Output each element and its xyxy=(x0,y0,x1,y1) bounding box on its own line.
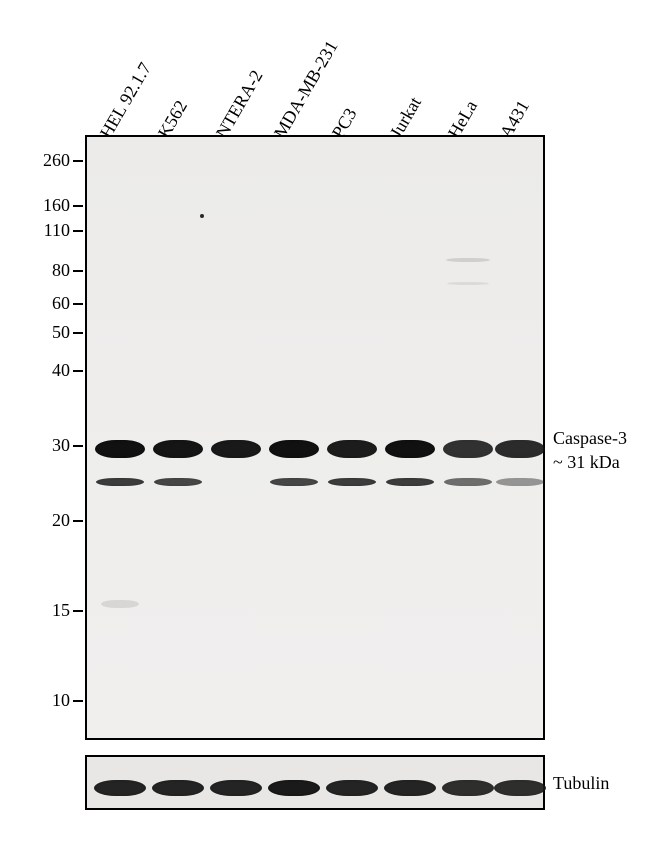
figure-root: HEL 92.1.7K562NTERA-2MDA-MB-231PC3Jurkat… xyxy=(0,0,650,845)
mw-marker-label: 15 xyxy=(30,600,70,621)
mw-tick xyxy=(73,445,83,447)
main-blot-frame xyxy=(85,135,545,740)
mw-marker-label: 30 xyxy=(30,435,70,456)
mw-tick xyxy=(73,303,83,305)
lane-label: HEL 92.1.7 xyxy=(96,59,156,142)
band xyxy=(94,780,146,796)
band xyxy=(386,478,434,486)
mw-tick xyxy=(73,370,83,372)
mw-marker-label: 80 xyxy=(30,260,70,281)
band xyxy=(496,478,544,486)
tubulin-label: Tubulin xyxy=(553,773,609,794)
band xyxy=(154,478,202,486)
mw-tick xyxy=(73,270,83,272)
band xyxy=(268,780,320,796)
band xyxy=(495,440,545,458)
band xyxy=(328,478,376,486)
mw-marker-label: 50 xyxy=(30,322,70,343)
artifact-spot xyxy=(200,214,204,218)
band xyxy=(384,780,436,796)
band xyxy=(153,440,203,458)
band xyxy=(210,780,262,796)
band xyxy=(442,780,494,796)
mw-marker-label: 160 xyxy=(30,195,70,216)
target-label: Caspase-3 xyxy=(553,428,627,449)
band xyxy=(95,440,145,458)
mw-marker-label: 60 xyxy=(30,293,70,314)
mw-tick xyxy=(73,520,83,522)
mw-tick xyxy=(73,205,83,207)
mw-tick xyxy=(73,610,83,612)
band xyxy=(444,478,492,486)
artifact-faint-band xyxy=(447,282,489,285)
band xyxy=(270,478,318,486)
band xyxy=(494,780,546,796)
mw-marker-label: 20 xyxy=(30,510,70,531)
band xyxy=(326,780,378,796)
band xyxy=(327,440,377,458)
band xyxy=(96,478,144,486)
artifact-faint-band xyxy=(101,600,139,608)
mw-marker-label: 40 xyxy=(30,360,70,381)
mw-marker-label: 10 xyxy=(30,690,70,711)
band xyxy=(385,440,435,458)
mw-tick xyxy=(73,160,83,162)
mw-tick xyxy=(73,700,83,702)
mw-marker-label: 260 xyxy=(30,150,70,171)
lane-label: NTERA-2 xyxy=(212,67,268,142)
band xyxy=(152,780,204,796)
band xyxy=(211,440,261,458)
target-label: ~ 31 kDa xyxy=(553,452,620,473)
mw-tick xyxy=(73,230,83,232)
mw-tick xyxy=(73,332,83,334)
artifact-faint-band xyxy=(446,258,490,262)
mw-marker-label: 110 xyxy=(30,220,70,241)
band xyxy=(443,440,493,458)
band xyxy=(269,440,319,458)
